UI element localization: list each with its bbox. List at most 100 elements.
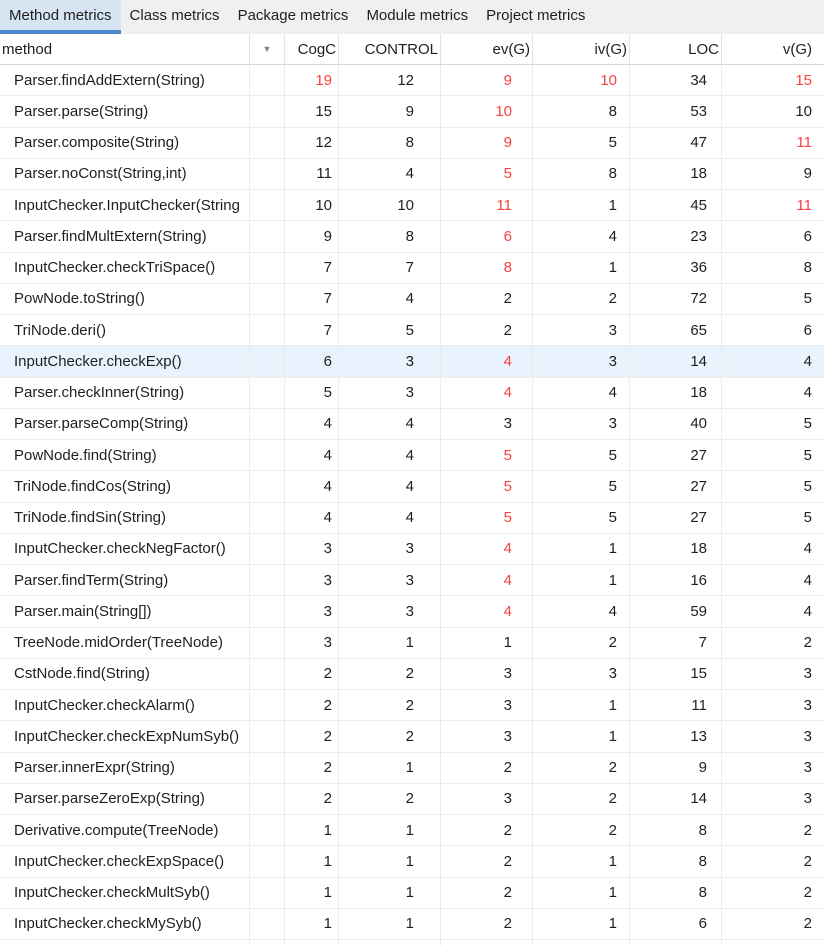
table-row[interactable]: TreeNode.midOrder(TreeNode) 3 1 1 2 7 2: [0, 627, 824, 659]
metric-cell-control: 5: [339, 315, 441, 346]
metric-cell-loc: 6: [630, 908, 722, 939]
tab-project-metrics[interactable]: Project metrics: [477, 0, 594, 34]
table-row[interactable]: CstNode.find(String) 2 2 3 3 15 3: [0, 658, 824, 690]
metric-cell-ev: 4: [441, 533, 533, 564]
table-row[interactable]: Parser.findAddExtern(String) 19 12 9 10 …: [0, 65, 824, 97]
table-row[interactable]: InputChecker.checkExpSpace() 1 1 2 1 8 2: [0, 846, 824, 878]
metric-cell-iv: 3: [533, 658, 630, 689]
metric-cell-ev: 5: [441, 471, 533, 502]
table-row[interactable]: Parser.noConst(String,int) 11 4 5 8 18 9: [0, 158, 824, 190]
method-cell: InputChecker.checkNegFactor(): [0, 533, 250, 564]
sort-spacer-cell: [250, 221, 285, 252]
metric-cell-iv: 8: [533, 96, 630, 127]
metric-cell-loc: 59: [630, 596, 722, 627]
metric-cell-vg: 2: [803, 884, 812, 902]
metric-cell-control: 9: [339, 96, 441, 127]
table-row[interactable]: Parser.parseZeroExp(String) 2 2 3 2 14 3: [0, 783, 824, 815]
metric-cell-ev: 11: [441, 190, 533, 221]
table-row[interactable]: InputChecker.checkMySyb() 1 1 2 1 6 2: [0, 908, 824, 940]
tab-label: Project metrics: [486, 6, 586, 24]
column-header-sort[interactable]: ▼: [250, 34, 285, 64]
table-row[interactable]: InputChecker.checkExpNumSyb() 2 2 3 1 13…: [0, 721, 824, 753]
metric-cell-ev: 10: [441, 96, 533, 127]
metric-cell-control: 4: [339, 440, 441, 471]
table-row[interactable]: PowNode.toString() 7 4 2 2 72 5: [0, 283, 824, 315]
column-header-cogc[interactable]: CogC: [285, 34, 339, 64]
sort-spacer-cell: [250, 252, 285, 283]
metric-cell-iv: 1: [533, 846, 630, 877]
sort-spacer-cell: [250, 65, 285, 96]
tab-package-metrics[interactable]: Package metrics: [229, 0, 358, 34]
table-row[interactable]: Parser.checkInner(String) 5 3 4 4 18 4: [0, 377, 824, 409]
table-row[interactable]: Derivative.compute(TreeNode) 1 1 2 2 8 2: [0, 815, 824, 847]
table-row[interactable]: TriNode.findSin(String) 4 4 5 5 27 5: [0, 502, 824, 534]
metric-cell-ev: 2: [441, 846, 533, 877]
metric-cell-cogc: 10: [285, 190, 339, 221]
table-header-row: method ▼ CogC CONTROL ev(G) iv(G) LOC v(…: [0, 34, 824, 65]
table-row[interactable]: TriNode.deri() 7 5 2 3 65 6: [0, 315, 824, 347]
table-row[interactable]: Parser.main(String[]) 3 3 4 4 59 4: [0, 596, 824, 628]
metric-cell-iv: 4: [533, 221, 630, 252]
column-header-control[interactable]: CONTROL: [339, 34, 441, 64]
method-cell: Parser.innerExpr(String): [0, 752, 250, 783]
column-header-loc[interactable]: LOC: [630, 34, 722, 64]
method-cell: PowNode.toString(): [0, 283, 250, 314]
metric-cell-vg: 11: [796, 196, 812, 214]
table-row[interactable]: Parser.findTerm(String) 3 3 4 1 16 4: [0, 565, 824, 597]
metric-cell-iv: 4: [533, 377, 630, 408]
metric-cell-vg: 5: [803, 290, 812, 308]
metric-cell-control: 1: [339, 815, 441, 846]
metric-cell-cogc: 2: [285, 783, 339, 814]
method-cell: InputChecker.checkMultSyb(): [0, 877, 250, 908]
metric-cell-loc: 36: [630, 252, 722, 283]
metric-cell-cogc: 4: [285, 502, 339, 533]
table-row[interactable]: InputChecker.checkAlarm() 2 2 3 1 11 3: [0, 690, 824, 722]
method-cell: Derivative.compute(TreeNode): [0, 815, 250, 846]
tab-method-metrics[interactable]: Method metrics: [0, 0, 121, 34]
sort-spacer-cell: [250, 471, 285, 502]
metric-cell-loc: 8: [630, 877, 722, 908]
metric-cell-iv: 2: [533, 752, 630, 783]
tab-label: Method metrics: [9, 6, 112, 24]
metric-cell-control: 2: [339, 721, 441, 752]
column-header-ev[interactable]: ev(G): [441, 34, 533, 64]
table-row[interactable]: InputChecker.InputChecker(String 10 10 1…: [0, 190, 824, 222]
table-row[interactable]: Parser.composite(String) 12 8 9 5 47 11: [0, 127, 824, 159]
metric-cell-vg: 5: [803, 415, 812, 433]
tab-class-metrics[interactable]: Class metrics: [121, 0, 229, 34]
table-row[interactable]: Parser.parseComp(String) 4 4 3 3 40 5: [0, 408, 824, 440]
sort-descending-icon: ▼: [262, 43, 272, 54]
table-row[interactable]: Parser.findMultExtern(String) 9 8 6 4 23…: [0, 221, 824, 253]
method-cell: Parser.findMultExtern(String): [0, 221, 250, 252]
metric-cell-ev: 3: [441, 783, 533, 814]
metric-cell-ev: 5: [441, 158, 533, 189]
metric-cell-ev: 3: [441, 658, 533, 689]
table-row[interactable]: InputChecker.checkMultSyb() 1 1 2 1 8 2: [0, 877, 824, 909]
sort-spacer-cell: [250, 721, 285, 752]
metric-cell-vg: 6: [803, 227, 812, 245]
table-row[interactable]: InputChecker.checkNegFactor() 3 3 4 1 18…: [0, 533, 824, 565]
column-header-method[interactable]: method: [0, 34, 250, 64]
table-row[interactable]: PowNode.find(String) 4 4 5 5 27 5: [0, 440, 824, 472]
metric-cell-loc: 65: [630, 315, 722, 346]
table-row[interactable]: Parser.innerExpr(String) 2 1 2 2 9 3: [0, 752, 824, 784]
sort-spacer-cell: [250, 502, 285, 533]
metric-cell-loc: 27: [630, 502, 722, 533]
metric-cell-ev: 8: [441, 252, 533, 283]
column-header-iv[interactable]: iv(G): [533, 34, 630, 64]
metric-cell-iv: 5: [533, 127, 630, 158]
table-row[interactable]: TriNode.findCos(String) 4 4 5 5 27 5: [0, 471, 824, 503]
method-cell: InputChecker.checkExpSpace(): [0, 846, 250, 877]
column-header-vg[interactable]: v(G): [782, 40, 812, 58]
metric-cell-ev: 2: [441, 752, 533, 783]
method-cell: Parser.parseZeroExp(String): [0, 783, 250, 814]
metric-cell-iv: 2: [533, 815, 630, 846]
tab-module-metrics[interactable]: Module metrics: [357, 0, 477, 34]
metric-cell-iv: 3: [533, 346, 630, 377]
metric-cell-ev: 4: [441, 377, 533, 408]
table-row[interactable]: InputChecker.checkTriSpace() 7 7 8 1 36 …: [0, 252, 824, 284]
metric-cell-loc: 18: [630, 533, 722, 564]
table-row[interactable]: Parser.parse(String) 15 9 10 8 53 10: [0, 96, 824, 128]
table-row[interactable]: InputChecker.checkExp() 6 3 4 3 14 4: [0, 346, 824, 378]
